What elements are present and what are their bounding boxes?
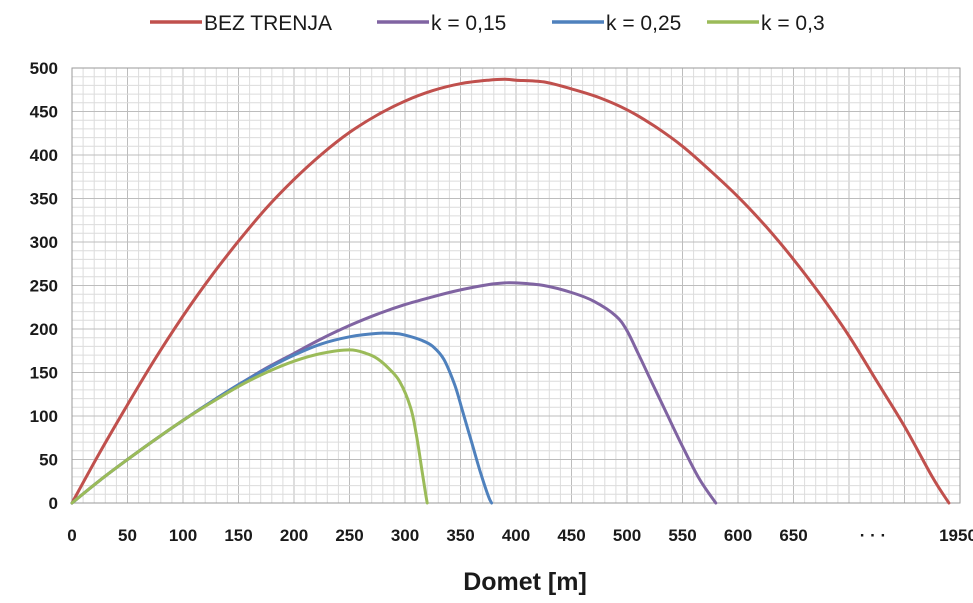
x-tick-label: 600 (724, 526, 752, 545)
y-axis-ticks: 0 50 100 150 200 250 300 350 400 450 500 (30, 59, 58, 513)
legend-label: k = 0,3 (761, 12, 825, 35)
y-tick-label: 50 (39, 451, 58, 470)
plot-area (71, 67, 961, 504)
x-axis-title: Domet [m] (463, 568, 587, 596)
x-tick-label: 100 (169, 526, 197, 545)
x-tick-label: 150 (224, 526, 252, 545)
x-tick-label: 450 (557, 526, 585, 545)
x-tick-label: · · · (860, 526, 886, 545)
y-tick-label: 0 (49, 494, 58, 513)
y-tick-label: 400 (30, 146, 58, 165)
y-tick-label: 200 (30, 320, 58, 339)
series-line-4 (70, 348, 429, 505)
legend-label: k = 0,25 (606, 12, 681, 35)
x-tick-label: 300 (391, 526, 419, 545)
y-tick-label: 350 (30, 190, 58, 209)
x-tick-label: 200 (280, 526, 308, 545)
series-line-1 (70, 77, 951, 505)
x-tick-label: 650 (779, 526, 807, 545)
y-tick-label: 250 (30, 277, 58, 296)
y-tick-label: 500 (30, 59, 58, 78)
y-tick-label: 300 (30, 233, 58, 252)
y-tick-label: 450 (30, 103, 58, 122)
x-tick-label: 400 (502, 526, 530, 545)
y-tick-label: 150 (30, 364, 58, 383)
x-tick-label: 500 (613, 526, 641, 545)
x-tick-label: 0 (67, 526, 76, 545)
legend-label: k = 0,15 (431, 12, 506, 35)
chart-legend: BEZ TRENJA k = 0,15 k = 0,25 k = 0,3 (150, 12, 825, 35)
chart-series (70, 77, 951, 505)
x-tick-label: 550 (668, 526, 696, 545)
x-tick-label: 1950 (939, 526, 973, 545)
y-tick-label: 100 (30, 407, 58, 426)
x-tick-label: 250 (335, 526, 363, 545)
plot-border (71, 67, 961, 504)
x-tick-label: 350 (446, 526, 474, 545)
legend-label: BEZ TRENJA (204, 12, 332, 35)
x-tick-label: 50 (118, 526, 137, 545)
x-axis-ticks: 0 50 100 150 200 250 300 350 400 450 500 550 600 650 ·… (67, 526, 973, 545)
